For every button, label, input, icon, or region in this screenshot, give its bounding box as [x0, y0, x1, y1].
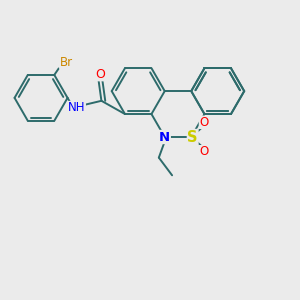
Text: N: N [159, 130, 170, 143]
Text: O: O [95, 68, 105, 81]
Text: Br: Br [59, 56, 73, 69]
Text: O: O [199, 116, 208, 129]
Text: S: S [188, 130, 198, 145]
Text: O: O [199, 145, 208, 158]
Text: NH: NH [68, 101, 86, 114]
